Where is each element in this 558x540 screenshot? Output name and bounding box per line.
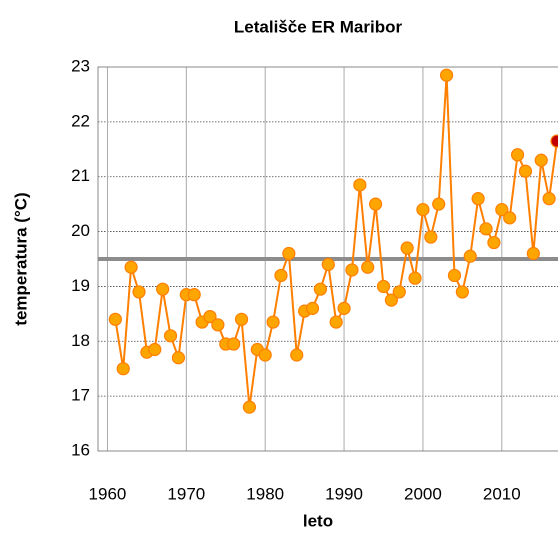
data-point <box>503 211 517 225</box>
y-tick-label: 22 <box>71 111 90 130</box>
data-point <box>416 203 430 217</box>
data-point <box>408 271 422 285</box>
data-point <box>171 351 186 365</box>
data-point <box>282 246 296 261</box>
data-point <box>384 293 398 307</box>
y-tick-label: 18 <box>71 331 90 350</box>
data-point <box>361 260 375 274</box>
y-tick-label: 19 <box>71 276 90 295</box>
y-tick-label: 17 <box>71 386 90 405</box>
y-tick-label: 23 <box>71 56 90 75</box>
y-tick-label: 20 <box>71 221 90 240</box>
data-point <box>400 241 414 255</box>
data-point <box>542 192 556 206</box>
x-tick-label: 2010 <box>483 484 521 503</box>
data-point <box>487 235 501 250</box>
data-point <box>447 268 462 283</box>
data-point <box>432 197 446 211</box>
data-point <box>550 134 558 148</box>
chart-title: Letališče ER Maribor <box>234 17 403 36</box>
data-point <box>156 282 170 296</box>
data-point <box>534 153 548 167</box>
data-point <box>479 222 493 236</box>
data-point <box>526 246 540 261</box>
data-point <box>510 148 525 162</box>
data-point <box>148 342 162 357</box>
data-point <box>163 329 178 343</box>
data-point <box>305 301 320 315</box>
x-tick-label: 1970 <box>167 484 205 503</box>
y-tick-label: 16 <box>71 440 90 459</box>
data-point <box>203 310 217 324</box>
data-point <box>211 318 225 332</box>
y-axis-label: temperatura (°C) <box>11 192 30 325</box>
data-point <box>227 337 241 351</box>
data-point <box>313 282 328 296</box>
y-tick-label: 21 <box>71 166 90 185</box>
x-tick-label: 2000 <box>404 484 442 503</box>
data-point <box>329 315 343 329</box>
data-point <box>369 197 383 211</box>
data-point <box>266 315 280 329</box>
data-point <box>187 288 201 302</box>
data-point <box>116 362 130 376</box>
data-point <box>392 285 406 299</box>
data-point <box>124 260 138 274</box>
data-point <box>376 279 391 294</box>
data-point <box>290 348 304 362</box>
x-tick-label: 1980 <box>246 484 284 503</box>
data-point <box>242 400 257 414</box>
data-point <box>337 301 351 315</box>
data-point <box>518 164 533 178</box>
data-point <box>274 268 288 283</box>
data-point <box>132 285 146 299</box>
x-axis-label: leto <box>303 511 333 530</box>
data-point <box>463 249 477 263</box>
data-point <box>353 178 367 192</box>
data-point <box>424 230 438 244</box>
data-point <box>258 348 272 362</box>
data-point <box>345 263 359 277</box>
data-point <box>234 312 249 326</box>
data-point <box>471 192 485 206</box>
x-tick-label: 1960 <box>89 484 127 503</box>
data-point <box>439 68 454 82</box>
data-point <box>108 312 122 326</box>
x-tick-label: 1990 <box>325 484 363 503</box>
data-point <box>455 285 469 299</box>
data-point <box>495 203 509 217</box>
data-point <box>321 257 335 272</box>
